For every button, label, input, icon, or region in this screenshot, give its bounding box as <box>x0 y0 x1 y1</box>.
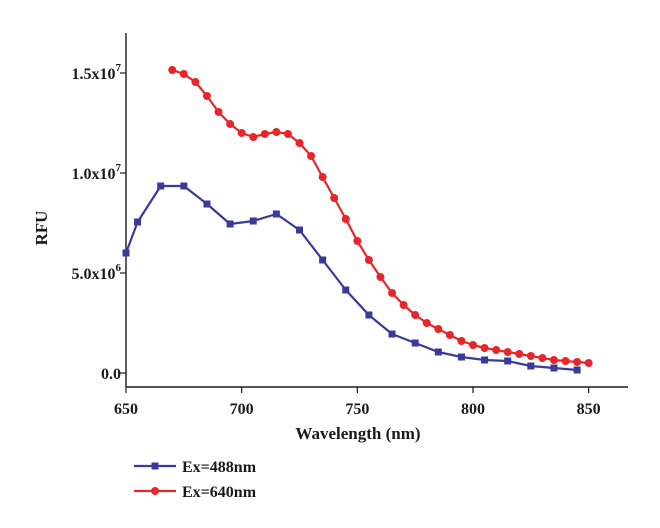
x-ticks: 650 700 750 800 850 <box>114 387 601 418</box>
data-point <box>330 194 339 202</box>
data-point <box>561 357 570 365</box>
legend-label: Ex=640nm <box>182 484 257 501</box>
data-point <box>168 66 177 74</box>
series-line <box>124 184 578 372</box>
data-point <box>503 348 512 356</box>
data-point <box>226 220 234 228</box>
data-point <box>445 331 454 339</box>
data-point <box>319 256 327 264</box>
x-tick-label: 700 <box>230 401 254 418</box>
legend: Ex=488nm Ex=640nm <box>134 459 257 501</box>
data-point <box>538 354 547 362</box>
data-point <box>364 256 373 264</box>
x-axis-title: Wavelength (nm) <box>295 424 420 443</box>
data-point <box>134 218 142 226</box>
data-point <box>434 348 442 356</box>
x-tick-label: 650 <box>114 401 138 418</box>
y-tick-label: 5.0x106 <box>72 262 122 283</box>
data-point <box>307 152 316 160</box>
data-point <box>469 341 478 349</box>
data-point <box>515 350 524 358</box>
data-point <box>214 108 223 116</box>
data-point <box>226 120 235 128</box>
series-layer <box>122 66 593 374</box>
data-point <box>365 311 373 319</box>
y-ticks: 0.0 5.0x106 1.0x107 1.5x107 <box>72 62 126 383</box>
data-point <box>272 210 280 218</box>
x-tick-label: 750 <box>345 401 369 418</box>
legend-label: Ex=488nm <box>182 459 257 476</box>
series-circle <box>168 66 593 367</box>
data-point <box>388 330 396 338</box>
data-point <box>399 301 408 309</box>
y-axis-title: RFU <box>32 211 51 246</box>
data-point <box>249 133 258 141</box>
data-point <box>318 173 327 181</box>
series-line <box>171 68 589 365</box>
data-point <box>584 359 593 367</box>
data-point <box>549 356 558 364</box>
data-point <box>481 356 489 364</box>
data-point <box>550 364 558 372</box>
y-tick-label: 1.0x107 <box>72 162 122 183</box>
data-point <box>283 130 292 138</box>
data-point <box>179 70 188 78</box>
data-point <box>272 128 281 136</box>
x-tick-label: 850 <box>577 401 601 418</box>
data-point <box>492 346 501 354</box>
data-point <box>122 249 130 257</box>
data-point <box>411 311 420 319</box>
data-point <box>341 215 350 223</box>
data-point <box>504 357 512 365</box>
series-square <box>122 182 581 374</box>
data-point <box>457 337 466 345</box>
data-point <box>388 289 397 297</box>
data-point <box>353 237 362 245</box>
data-point <box>526 352 535 360</box>
data-point <box>422 319 431 327</box>
data-point <box>249 217 257 225</box>
legend-item: Ex=488nm <box>134 459 257 476</box>
data-point <box>296 226 304 234</box>
axes <box>125 33 628 388</box>
y-tick-label: 1.5x107 <box>72 62 122 83</box>
data-point <box>573 366 581 374</box>
data-point <box>237 129 246 137</box>
data-point <box>457 353 465 361</box>
data-point <box>191 78 200 86</box>
legend-marker <box>151 487 159 495</box>
legend-item: Ex=640nm <box>134 484 257 501</box>
data-point <box>202 92 211 100</box>
data-point <box>480 344 489 352</box>
y-tick-label: 0.0 <box>101 366 121 383</box>
data-point <box>203 200 211 208</box>
data-point <box>295 139 304 147</box>
data-point <box>342 286 350 294</box>
data-point <box>376 273 385 281</box>
data-point <box>180 182 188 190</box>
data-point <box>434 325 443 333</box>
data-point <box>157 182 165 190</box>
data-point <box>527 362 535 370</box>
data-point <box>411 339 419 347</box>
data-point <box>573 358 582 366</box>
x-tick-label: 800 <box>461 401 485 418</box>
legend-marker <box>151 462 159 470</box>
data-point <box>260 130 269 138</box>
